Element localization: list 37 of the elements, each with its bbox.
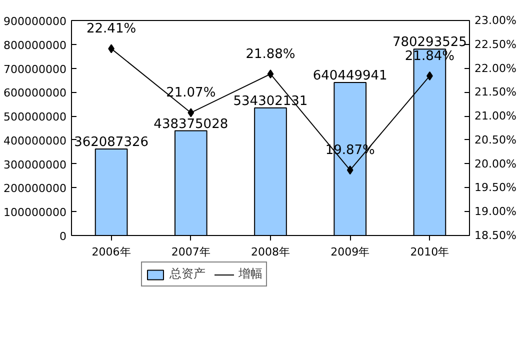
y2-tick-label: 19.00%	[474, 205, 516, 218]
y-tick-label: 300000000	[4, 158, 67, 172]
y2-tick-label: 22.50%	[474, 38, 516, 51]
y-tick-label: 0	[60, 230, 66, 243]
y-tick-label: 700000000	[4, 62, 67, 76]
y2-tick-label: 20.50%	[474, 133, 516, 146]
data-label: 22.41%	[86, 22, 136, 37]
legend-label: 增幅	[238, 266, 262, 282]
y2-tick-label: 21.50%	[474, 86, 516, 99]
legend-label: 总资产	[170, 266, 206, 282]
point	[267, 70, 274, 79]
data-label: 21.88%	[246, 47, 296, 62]
x-tick-label: 2008年	[251, 246, 290, 258]
data-label: 640449941	[312, 68, 388, 84]
data-label: 362087326	[74, 135, 149, 150]
x-tick-label: 2007年	[171, 246, 210, 258]
y-tick-label: 200000000	[4, 182, 67, 196]
data-label: 21.07%	[166, 86, 216, 101]
point	[188, 108, 194, 118]
x-tick-label: 2010年	[410, 246, 450, 258]
y-tick-label: 900000000	[4, 15, 67, 28]
x-tick-label: 2006年	[92, 246, 131, 258]
point	[346, 166, 354, 175]
y2-tick-label: 18.50%	[474, 229, 516, 242]
y-tick-label: 600000000	[4, 86, 67, 100]
y2-tick-label: 22.00%	[474, 62, 516, 75]
y2-tick-label: 20.00%	[474, 157, 516, 170]
y-tick-label: 800000000	[4, 38, 67, 52]
y2-tick-label: 23.00%	[474, 14, 516, 27]
data-label: 438375028	[154, 116, 228, 132]
y2-tick-label: 21.00%	[474, 110, 516, 123]
data-label: 780293525	[392, 35, 467, 50]
y-tick-label: 500000000	[4, 110, 67, 124]
y-tick-label: 400000000	[4, 134, 67, 148]
y-tick-label: 100000000	[4, 206, 67, 220]
x-tick-label: 2009年	[330, 246, 370, 258]
y2-tick-label: 19.50%	[474, 181, 516, 194]
